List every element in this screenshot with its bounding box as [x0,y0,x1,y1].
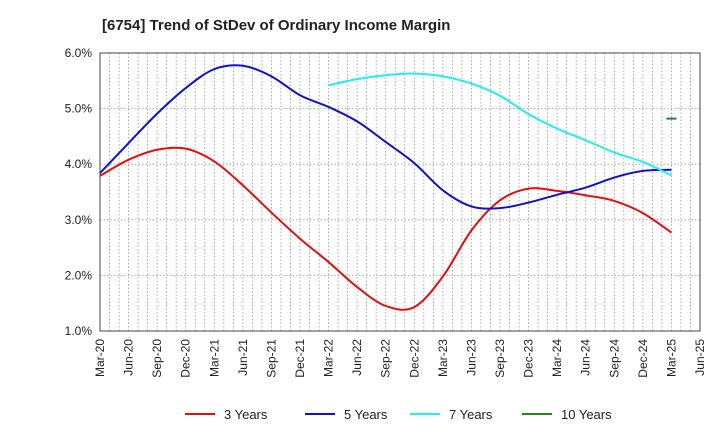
x-tick-label: Jun-24 [579,339,593,376]
x-tick-label: Jun-23 [464,339,478,376]
x-tick-label: Mar-24 [550,339,564,377]
x-tick-label: Sep-24 [607,339,621,378]
x-tick-label: Mar-23 [436,339,450,377]
x-tick-label: Jun-25 [693,339,707,376]
x-tick-label: Mar-25 [664,339,678,377]
legend: 3 Years 5 Years 7 Years 10 Years [185,407,612,422]
plot-area [100,53,700,331]
y-tick-label: 2.0% [65,268,93,282]
legend-label-3-years: 3 Years [224,407,268,422]
legend-label-7-years: 7 Years [449,407,493,422]
x-tick-label: Sep-20 [150,339,164,378]
x-axis-ticks: Mar-20 Jun-20 Sep-20 Dec-20 Mar-21 Jun-21 Sep-… [93,339,707,378]
legend-label-10-years: 10 Years [561,407,612,422]
series-line-7-years [328,72,672,177]
x-tick-label: Dec-22 [407,339,421,378]
chart-title: [6754] Trend of StDev of Ordinary Income… [102,17,450,34]
series-lines [99,64,677,311]
x-tick-label: Mar-20 [93,339,107,377]
x-tick-label: Dec-24 [636,339,650,378]
y-tick-label: 6.0% [65,46,93,60]
x-tick-label: Sep-21 [264,339,278,378]
plot-border [99,52,701,332]
y-tick-label: 3.0% [65,213,93,227]
y-axis-ticks: 1.0% 2.0% 3.0% 4.0% 5.0% 6.0% [65,46,93,338]
x-tick-label: Jun-22 [350,339,364,376]
grid [100,53,700,331]
x-tick-label: Mar-21 [207,339,221,377]
y-tick-label: 4.0% [65,157,93,171]
y-tick-label: 1.0% [65,324,93,338]
legend-label-5-years: 5 Years [344,407,388,422]
x-tick-label: Dec-23 [522,339,536,378]
x-tick-label: Jun-21 [236,339,250,376]
x-tick-label: Dec-21 [293,339,307,378]
x-tick-label: Sep-23 [493,339,507,378]
x-tick-label: Mar-22 [322,339,336,377]
x-tick-label: Dec-20 [179,339,193,378]
y-tick-label: 5.0% [65,102,93,116]
series-line-3-years [99,146,672,311]
series-line-5-years [99,64,672,210]
x-tick-label: Sep-22 [379,339,393,378]
x-tick-label: Jun-20 [122,339,136,376]
